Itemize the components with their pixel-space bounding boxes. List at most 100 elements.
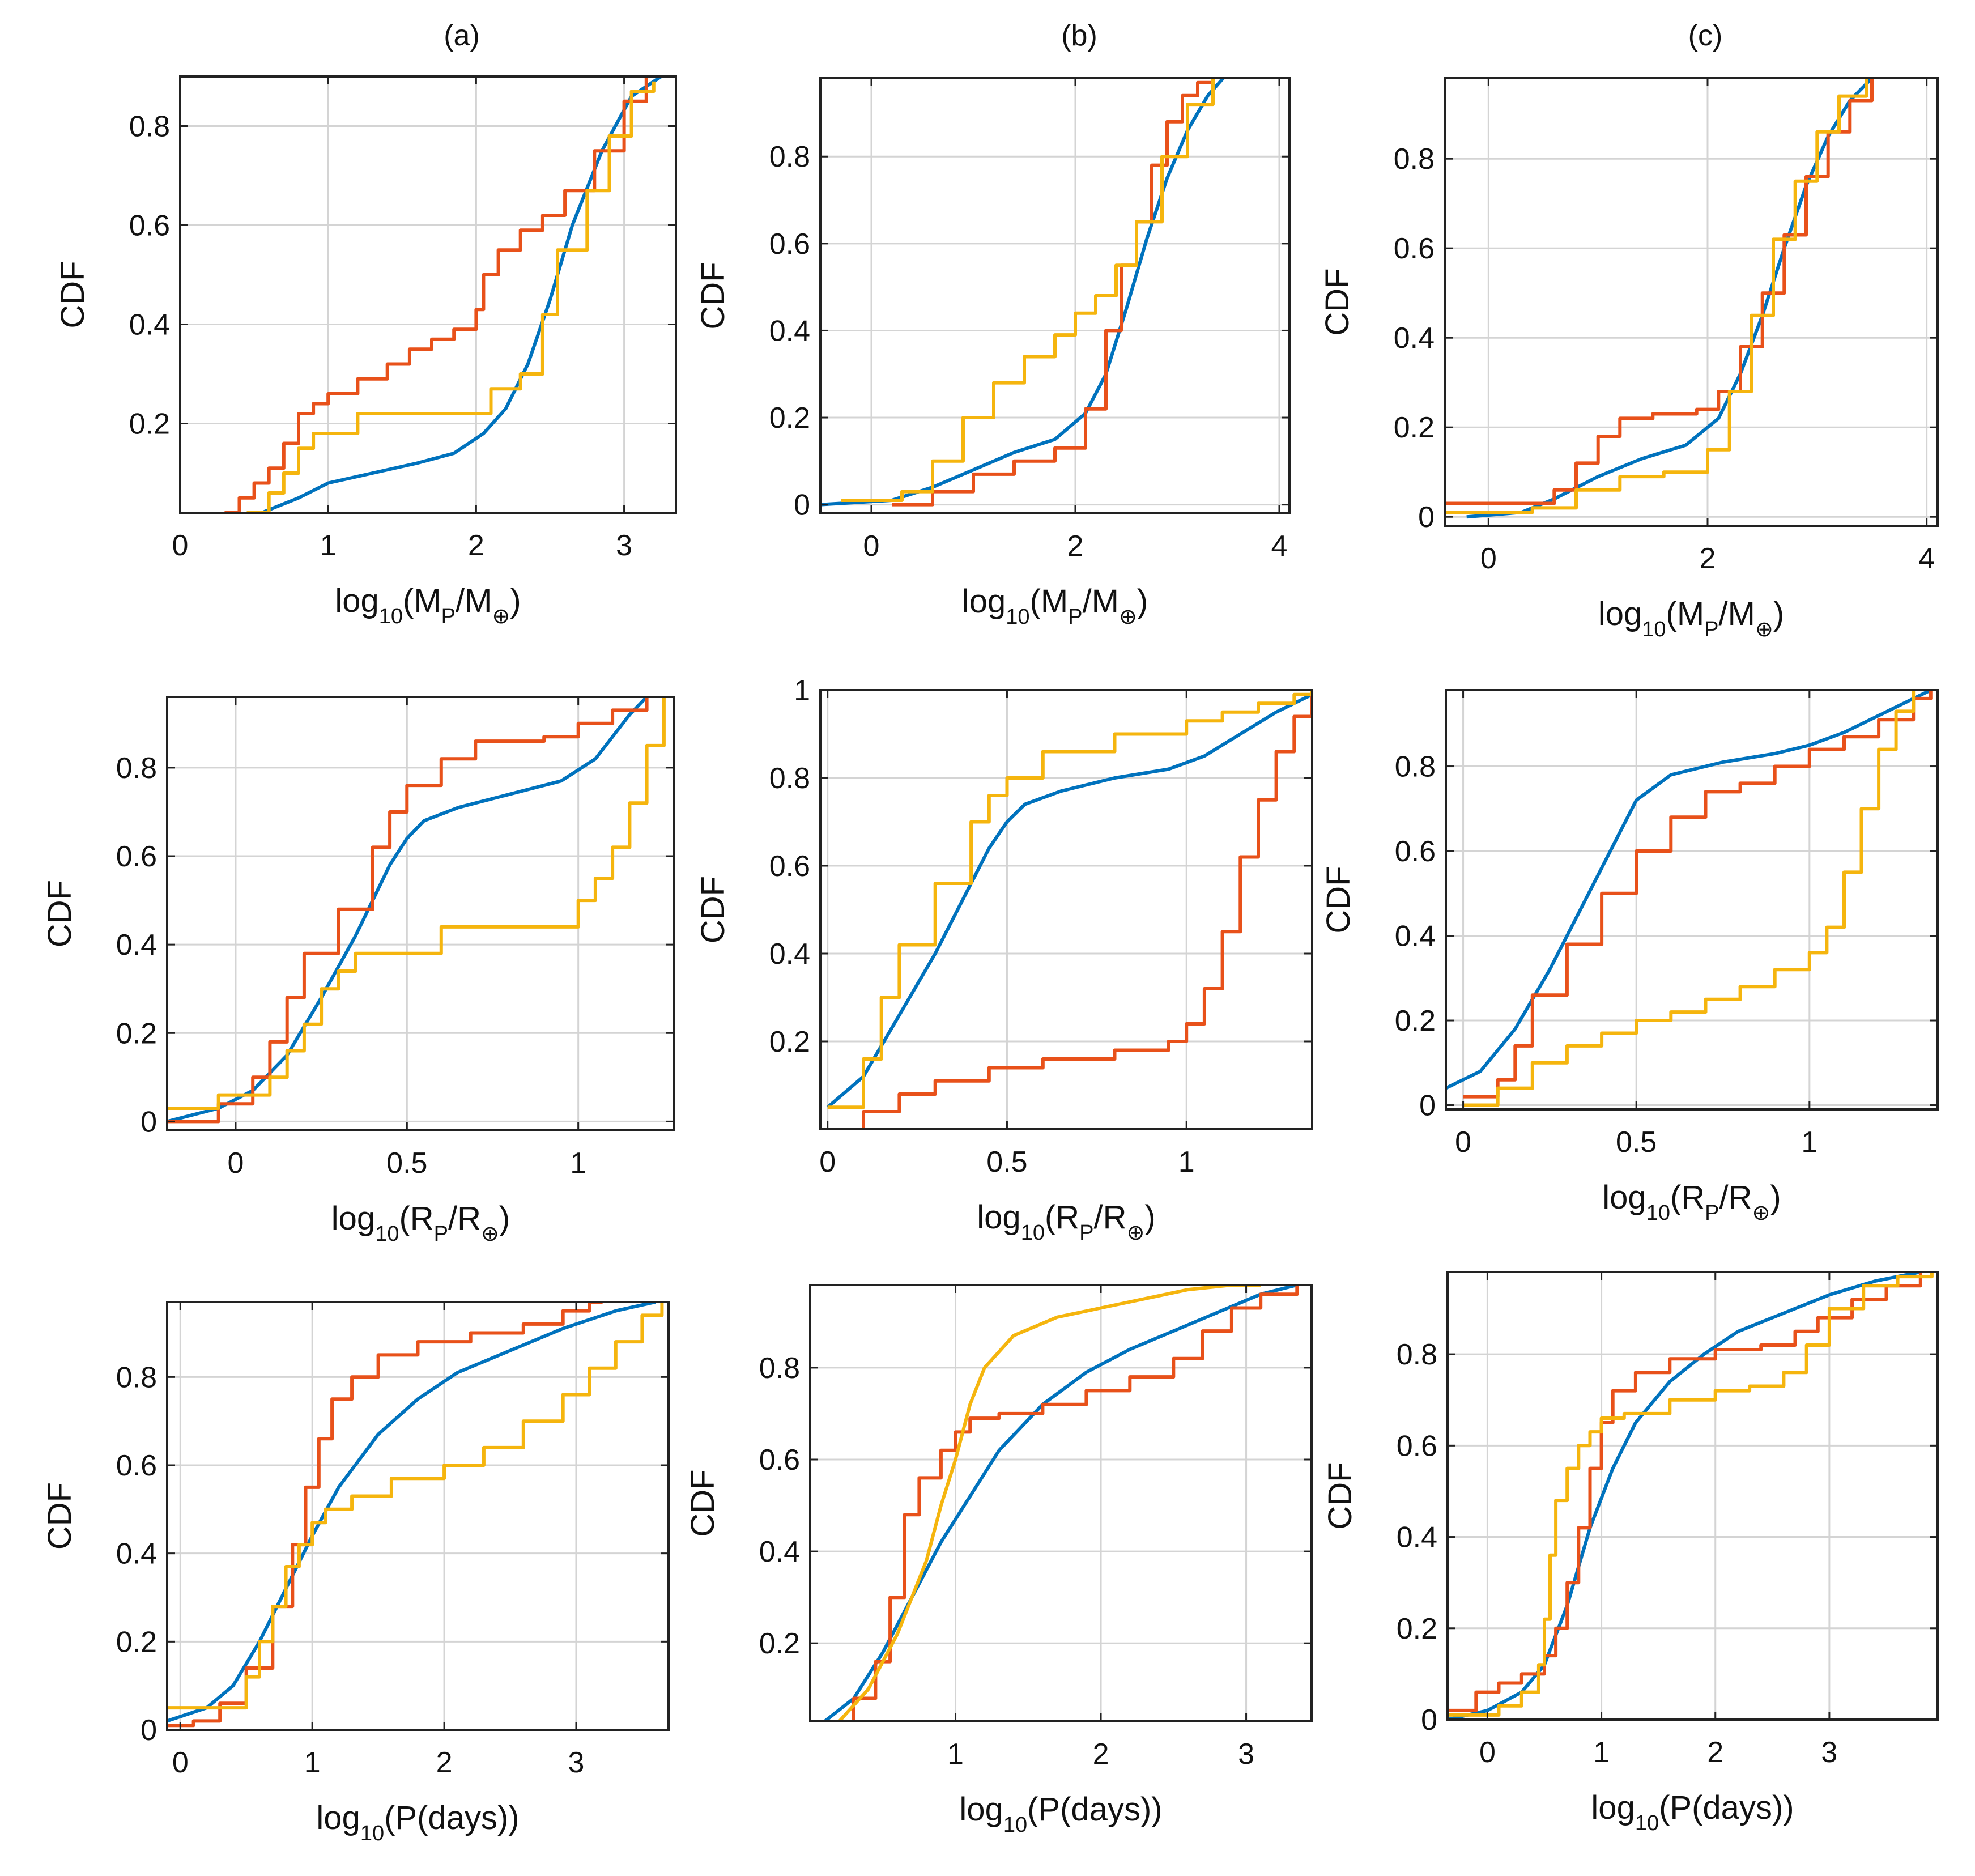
y-tick-label: 0.6 bbox=[1395, 835, 1436, 868]
column-title-b: (b) bbox=[1061, 19, 1097, 52]
y-tick-label: 0.2 bbox=[759, 1627, 800, 1660]
y-tick-label: 0 bbox=[794, 489, 810, 522]
x-tick-label: 1 bbox=[320, 529, 337, 562]
x-axis-label: log10(P(days)) bbox=[959, 1791, 1162, 1837]
y-axis-label: CDF bbox=[1322, 1462, 1359, 1529]
x-axis-label: log10(MP/M⊕) bbox=[962, 583, 1148, 629]
column-title-a: (a) bbox=[444, 19, 480, 52]
axes-frame bbox=[166, 1301, 670, 1731]
y-tick-label: 0 bbox=[1419, 1090, 1436, 1122]
x-tick-label: 4 bbox=[1271, 530, 1288, 563]
axes-frame bbox=[1445, 689, 1939, 1111]
plot-area bbox=[1445, 78, 1938, 526]
x-axis-label: log10(RP/R⊕) bbox=[1602, 1179, 1781, 1225]
x-axis-label: log10(MP/M⊕) bbox=[335, 582, 521, 628]
y-tick-label: 0.2 bbox=[769, 1026, 810, 1058]
series-line-yellow bbox=[1448, 1272, 1934, 1717]
x-tick-label: 0.5 bbox=[386, 1147, 427, 1180]
y-axis-label: CDF bbox=[41, 1482, 78, 1550]
y-tick-label: 0.8 bbox=[769, 762, 810, 795]
x-tick-label: 3 bbox=[616, 529, 632, 562]
y-tick-label: 0.8 bbox=[129, 110, 170, 143]
y-tick-label: 0.8 bbox=[1395, 751, 1436, 784]
series-line-yellow bbox=[827, 690, 1312, 1109]
series-line-red bbox=[892, 78, 1215, 507]
axes-frame bbox=[819, 77, 1291, 514]
y-axis-label: CDF bbox=[54, 261, 91, 328]
y-tick-label: 0.8 bbox=[769, 141, 810, 173]
series-line-blue bbox=[1446, 690, 1932, 1090]
series-line-yellow bbox=[167, 1302, 664, 1710]
y-axis-label: CDF bbox=[684, 1469, 721, 1537]
axes-frame bbox=[809, 1284, 1313, 1722]
plot-area bbox=[180, 76, 676, 513]
panel-c-radius-cdf: 0 0.5 1 0 0.2 0.4 0.6 0.8 CDF log10(RP/R⊕) bbox=[1320, 689, 1939, 1225]
panel-c-mass-cdf: 0 2 4 0 0.2 0.4 0.6 0.8 CDF log10(MP/M⊕) bbox=[1319, 77, 1939, 641]
plot-area bbox=[1446, 690, 1938, 1109]
x-tick-label: 0 bbox=[172, 1746, 189, 1779]
x-axis-label: log10(MP/M⊕) bbox=[1598, 595, 1784, 641]
series-line-red bbox=[1448, 1272, 1922, 1712]
y-tick-label: 0.6 bbox=[759, 1444, 800, 1477]
axes-frame bbox=[1446, 1271, 1939, 1721]
y-axis-label: CDF bbox=[695, 262, 731, 329]
x-axis-label: log10(RP/R⊕) bbox=[331, 1200, 510, 1246]
x-tick-label: 0 bbox=[1455, 1126, 1471, 1159]
panel-b-mass-cdf: 0 2 4 0 0.2 0.4 0.6 0.8 CDF log10(MP/M⊕) bbox=[695, 77, 1291, 629]
x-tick-label: 1 bbox=[1593, 1736, 1610, 1769]
y-tick-label: 0.8 bbox=[1394, 143, 1435, 176]
series-line-blue bbox=[820, 78, 1225, 507]
axes-frame bbox=[819, 689, 1313, 1130]
plot-area bbox=[1448, 1272, 1938, 1720]
x-tick-label: 0 bbox=[172, 529, 189, 562]
plot-area bbox=[810, 1285, 1312, 1721]
x-tick-label: 0 bbox=[227, 1147, 244, 1180]
y-tick-label: 0.4 bbox=[759, 1535, 800, 1568]
series-line-blue bbox=[823, 1285, 1298, 1721]
x-tick-label: 1 bbox=[570, 1147, 586, 1180]
y-tick-label: 0.2 bbox=[116, 1626, 157, 1658]
series-line-red bbox=[1445, 78, 1874, 505]
x-tick-label: 2 bbox=[1093, 1738, 1109, 1771]
x-axis-label: log10(P(days)) bbox=[316, 1800, 519, 1845]
y-tick-label: 0.8 bbox=[759, 1352, 800, 1385]
x-tick-label: 3 bbox=[1821, 1736, 1837, 1769]
y-tick-label: 0.4 bbox=[129, 309, 170, 342]
series-line-blue bbox=[826, 693, 1312, 1109]
series-line-yellow bbox=[167, 697, 666, 1110]
y-tick-label: 0.4 bbox=[1397, 1521, 1437, 1554]
axes-frame bbox=[1444, 77, 1939, 527]
y-tick-label: 0.6 bbox=[1397, 1430, 1437, 1462]
x-tick-label: 2 bbox=[468, 529, 484, 562]
series-line-yellow bbox=[841, 78, 1215, 502]
x-tick-label: 0 bbox=[863, 530, 880, 563]
y-axis-label: CDF bbox=[1320, 866, 1357, 933]
series-line-yellow bbox=[246, 81, 656, 513]
panel-b-radius-cdf: 0 0.5 1 0.2 0.4 0.6 0.8 1 CDF log10(RP/R⊕) bbox=[695, 674, 1313, 1245]
axes-frame bbox=[166, 696, 675, 1131]
y-tick-label: 0.4 bbox=[116, 929, 157, 962]
x-axis-label: log10(RP/R⊕) bbox=[977, 1199, 1155, 1245]
series-line-yellow bbox=[838, 1285, 1261, 1721]
y-tick-label: 0.4 bbox=[1395, 920, 1436, 953]
y-tick-label: 0 bbox=[1421, 1704, 1437, 1737]
x-tick-label: 1 bbox=[1178, 1146, 1195, 1179]
series-line-blue bbox=[261, 76, 662, 513]
y-tick-label: 0.2 bbox=[1397, 1613, 1437, 1645]
series-line-yellow bbox=[1463, 690, 1916, 1107]
y-axis-label: CDF bbox=[695, 876, 731, 943]
series-line-red bbox=[827, 694, 1312, 1129]
y-tick-label: 0.2 bbox=[116, 1017, 157, 1050]
x-tick-label: 0.5 bbox=[1616, 1126, 1657, 1159]
y-tick-label: 0.2 bbox=[769, 402, 810, 435]
x-tick-label: 1 bbox=[304, 1746, 321, 1779]
x-tick-label: 1 bbox=[1801, 1126, 1817, 1159]
x-tick-label: 3 bbox=[568, 1746, 585, 1779]
series-line-red bbox=[824, 1285, 1299, 1721]
plot-area bbox=[167, 697, 674, 1130]
y-tick-label: 0 bbox=[141, 1105, 157, 1138]
panel-a-radius-cdf: 0 0.5 1 0 0.2 0.4 0.6 0.8 CDF log10(RP/R⊕) bbox=[41, 696, 675, 1246]
y-tick-label: 1 bbox=[794, 674, 810, 707]
y-tick-label: 0.2 bbox=[1394, 411, 1435, 444]
